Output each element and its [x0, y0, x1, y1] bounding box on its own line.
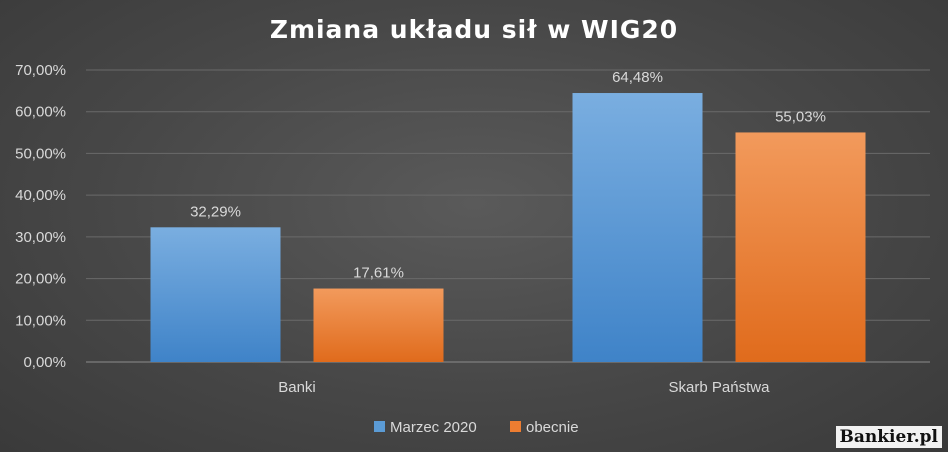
y-tick-label: 10,00%: [15, 312, 66, 329]
y-axis: 0,00% 10,00% 20,00% 30,00% 40,00% 50,00% 60,00…: [15, 62, 66, 371]
y-tick-label: 20,00%: [15, 271, 66, 288]
legend: Marzec 2020 obecnie: [374, 419, 579, 436]
data-label: 55,03%: [775, 108, 826, 125]
data-labels: 32,29% 17,61% 64,48% 55,03%: [190, 69, 826, 282]
y-tick-label: 70,00%: [15, 62, 66, 79]
y-tick-label: 30,00%: [15, 229, 66, 246]
data-label: 17,61%: [353, 265, 404, 282]
bar: [735, 132, 866, 362]
y-tick-label: 0,00%: [23, 354, 66, 371]
chart-title: Zmiana układu sił w WIG20: [270, 15, 678, 44]
y-tick-label: 60,00%: [15, 104, 66, 121]
y-tick-label: 40,00%: [15, 187, 66, 204]
bar: [572, 93, 703, 363]
bars: [150, 93, 866, 363]
bar: [150, 227, 281, 362]
legend-label: Marzec 2020: [390, 419, 477, 436]
legend-swatch: [510, 421, 521, 432]
data-label: 32,29%: [190, 203, 241, 220]
data-label: 64,48%: [612, 69, 663, 86]
legend-label: obecnie: [526, 419, 579, 436]
x-category-label: Skarb Państwa: [669, 379, 771, 396]
bankier-logo: Bankier.pl: [835, 426, 942, 448]
legend-swatch: [374, 421, 385, 432]
x-category-label: Banki: [278, 379, 316, 396]
y-tick-label: 50,00%: [15, 145, 66, 162]
bar: [313, 288, 444, 362]
x-axis: Banki Skarb Państwa: [278, 379, 770, 396]
